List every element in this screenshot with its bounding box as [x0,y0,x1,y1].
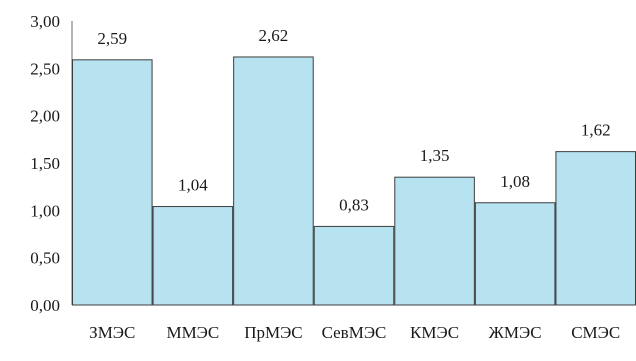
x-tick-label: ЖМЭС [489,323,542,342]
x-axis-labels: ЗМЭС ММЭС ПрМЭС СевМЭС КМЭС ЖМЭС СМЭС [89,323,620,342]
bars [72,56,636,306]
y-axis: 0,00 0,50 1,00 1,50 2,00 2,50 3,00 [30,12,73,315]
y-tick-label: 1,50 [30,154,60,173]
bar [474,202,556,306]
data-label: 2,62 [259,26,289,45]
bar [313,225,395,306]
y-tick-label: 0,00 [30,296,60,315]
x-tick-label: КМЭС [410,323,459,342]
y-tick-label: 1,00 [30,201,60,220]
data-label: 1,35 [420,146,450,165]
y-tick-label: 3,00 [30,12,60,31]
y-tick-label: 2,00 [30,107,60,126]
data-label: 1,04 [178,176,208,195]
bar [72,59,153,306]
bar [555,151,636,306]
data-label: 0,83 [339,195,369,214]
y-tick-label: 0,50 [30,249,60,268]
bar [233,56,314,306]
data-label: 2,59 [97,29,127,48]
bar [394,176,475,306]
y-tick-label: 2,50 [30,59,60,78]
x-tick-label: ММЭС [166,323,219,342]
bar [152,206,234,306]
x-tick-label: СМЭС [571,323,620,342]
x-tick-label: ПрМЭС [244,323,302,342]
x-tick-label: СевМЭС [322,323,387,342]
data-label: 1,08 [500,172,530,191]
x-tick-label: ЗМЭС [89,323,135,342]
data-labels: 2,59 1,04 2,62 0,83 1,35 1,08 1,62 [97,26,610,214]
data-label: 1,62 [581,121,611,140]
